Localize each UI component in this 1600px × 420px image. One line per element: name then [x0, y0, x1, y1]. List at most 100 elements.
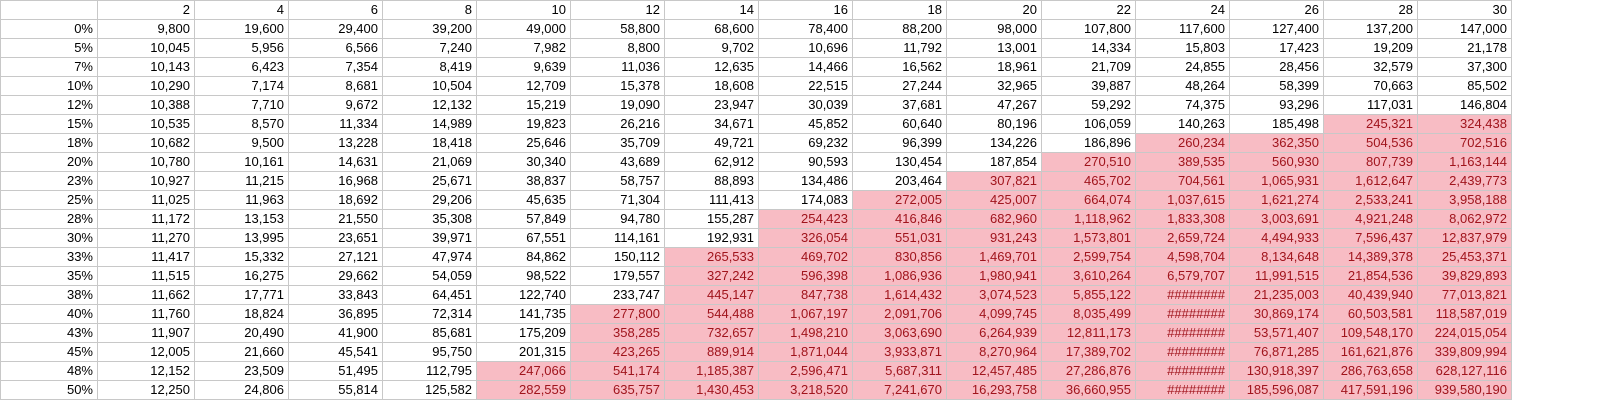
- highlighted-cell[interactable]: 260,234: [1135, 133, 1230, 153]
- highlighted-cell[interactable]: 339,809,994: [1417, 342, 1512, 362]
- highlighted-cell[interactable]: 286,763,658: [1323, 361, 1418, 381]
- table-cell[interactable]: 175,209: [476, 323, 571, 343]
- highlighted-cell[interactable]: 732,657: [664, 323, 759, 343]
- row-label[interactable]: 12%: [0, 95, 98, 115]
- highlighted-cell[interactable]: 2,659,724: [1135, 228, 1230, 248]
- highlighted-cell[interactable]: 704,561: [1135, 171, 1230, 191]
- table-cell[interactable]: 146,804: [1417, 95, 1512, 115]
- highlighted-cell[interactable]: 389,535: [1135, 152, 1230, 172]
- table-cell[interactable]: 26,216: [570, 114, 665, 134]
- table-cell[interactable]: 84,862: [476, 247, 571, 267]
- highlighted-cell[interactable]: 1,037,615: [1135, 190, 1230, 210]
- table-cell[interactable]: 58,399: [1229, 76, 1324, 96]
- table-cell[interactable]: 11,515: [97, 266, 195, 286]
- table-cell[interactable]: 112,795: [382, 361, 477, 381]
- table-cell[interactable]: 11,760: [97, 304, 195, 324]
- table-cell[interactable]: 134,486: [758, 171, 853, 191]
- table-cell[interactable]: 12,250: [97, 380, 195, 400]
- row-label[interactable]: 45%: [0, 342, 98, 362]
- highlighted-cell[interactable]: 2,599,754: [1041, 247, 1136, 267]
- table-cell[interactable]: 32,965: [946, 76, 1042, 96]
- table-cell[interactable]: 11,270: [97, 228, 195, 248]
- table-cell[interactable]: 25,646: [476, 133, 571, 153]
- table-cell[interactable]: 32,579: [1323, 57, 1418, 77]
- highlighted-cell[interactable]: 551,031: [852, 228, 947, 248]
- highlighted-cell[interactable]: 5,855,122: [1041, 285, 1136, 305]
- table-cell[interactable]: 12,152: [97, 361, 195, 381]
- row-label[interactable]: 38%: [0, 285, 98, 305]
- table-cell[interactable]: 74,375: [1135, 95, 1230, 115]
- highlighted-cell[interactable]: 25,453,371: [1417, 247, 1512, 267]
- column-header[interactable]: 22: [1041, 0, 1136, 20]
- table-cell[interactable]: 37,300: [1417, 57, 1512, 77]
- table-cell[interactable]: 88,893: [664, 171, 759, 191]
- table-cell[interactable]: 8,800: [570, 38, 665, 58]
- highlighted-cell[interactable]: 327,242: [664, 266, 759, 286]
- table-cell[interactable]: 16,968: [288, 171, 383, 191]
- table-cell[interactable]: 20,490: [194, 323, 289, 343]
- column-header[interactable]: 14: [664, 0, 759, 20]
- table-cell[interactable]: 134,226: [946, 133, 1042, 153]
- highlighted-cell[interactable]: ########: [1135, 285, 1230, 305]
- table-cell[interactable]: 140,263: [1135, 114, 1230, 134]
- highlighted-cell[interactable]: 469,702: [758, 247, 853, 267]
- table-cell[interactable]: 12,005: [97, 342, 195, 362]
- table-cell[interactable]: 48,264: [1135, 76, 1230, 96]
- row-label[interactable]: 50%: [0, 380, 98, 400]
- table-cell[interactable]: 69,232: [758, 133, 853, 153]
- table-cell[interactable]: 11,025: [97, 190, 195, 210]
- highlighted-cell[interactable]: 4,099,745: [946, 304, 1042, 324]
- table-cell[interactable]: 17,423: [1229, 38, 1324, 58]
- table-cell[interactable]: 59,292: [1041, 95, 1136, 115]
- row-label[interactable]: 18%: [0, 133, 98, 153]
- table-cell[interactable]: 37,681: [852, 95, 947, 115]
- table-cell[interactable]: 12,132: [382, 95, 477, 115]
- table-cell[interactable]: 57,849: [476, 209, 571, 229]
- table-cell[interactable]: 23,509: [194, 361, 289, 381]
- table-cell[interactable]: 27,121: [288, 247, 383, 267]
- table-cell[interactable]: 17,771: [194, 285, 289, 305]
- column-header[interactable]: 2: [97, 0, 195, 20]
- corner-cell[interactable]: [0, 0, 98, 20]
- table-cell[interactable]: 174,083: [758, 190, 853, 210]
- highlighted-cell[interactable]: 7,596,437: [1323, 228, 1418, 248]
- column-header[interactable]: 30: [1417, 0, 1512, 20]
- highlighted-cell[interactable]: 1,185,387: [664, 361, 759, 381]
- table-cell[interactable]: 23,651: [288, 228, 383, 248]
- row-label[interactable]: 5%: [0, 38, 98, 58]
- row-label[interactable]: 20%: [0, 152, 98, 172]
- table-cell[interactable]: 18,961: [946, 57, 1042, 77]
- highlighted-cell[interactable]: 3,074,523: [946, 285, 1042, 305]
- table-cell[interactable]: 22,515: [758, 76, 853, 96]
- table-cell[interactable]: 14,631: [288, 152, 383, 172]
- table-cell[interactable]: 29,206: [382, 190, 477, 210]
- table-cell[interactable]: 127,400: [1229, 19, 1324, 39]
- highlighted-cell[interactable]: 17,389,702: [1041, 342, 1136, 362]
- table-cell[interactable]: 117,600: [1135, 19, 1230, 39]
- highlighted-cell[interactable]: 1,118,962: [1041, 209, 1136, 229]
- table-cell[interactable]: 203,464: [852, 171, 947, 191]
- table-cell[interactable]: 107,800: [1041, 19, 1136, 39]
- table-cell[interactable]: 93,296: [1229, 95, 1324, 115]
- table-cell[interactable]: 130,454: [852, 152, 947, 172]
- table-cell[interactable]: 33,843: [288, 285, 383, 305]
- table-cell[interactable]: 29,662: [288, 266, 383, 286]
- highlighted-cell[interactable]: 77,013,821: [1417, 285, 1512, 305]
- highlighted-cell[interactable]: 272,005: [852, 190, 947, 210]
- table-cell[interactable]: 78,400: [758, 19, 853, 39]
- table-cell[interactable]: 30,340: [476, 152, 571, 172]
- table-cell[interactable]: 9,672: [288, 95, 383, 115]
- table-cell[interactable]: 10,504: [382, 76, 477, 96]
- highlighted-cell[interactable]: 1,833,308: [1135, 209, 1230, 229]
- highlighted-cell[interactable]: 3,610,264: [1041, 266, 1136, 286]
- highlighted-cell[interactable]: 931,243: [946, 228, 1042, 248]
- highlighted-cell[interactable]: 1,430,453: [664, 380, 759, 400]
- table-cell[interactable]: 41,900: [288, 323, 383, 343]
- table-cell[interactable]: 45,852: [758, 114, 853, 134]
- highlighted-cell[interactable]: 270,510: [1041, 152, 1136, 172]
- table-cell[interactable]: 10,045: [97, 38, 195, 58]
- table-cell[interactable]: 186,896: [1041, 133, 1136, 153]
- table-cell[interactable]: 18,608: [664, 76, 759, 96]
- table-cell[interactable]: 58,757: [570, 171, 665, 191]
- row-label[interactable]: 25%: [0, 190, 98, 210]
